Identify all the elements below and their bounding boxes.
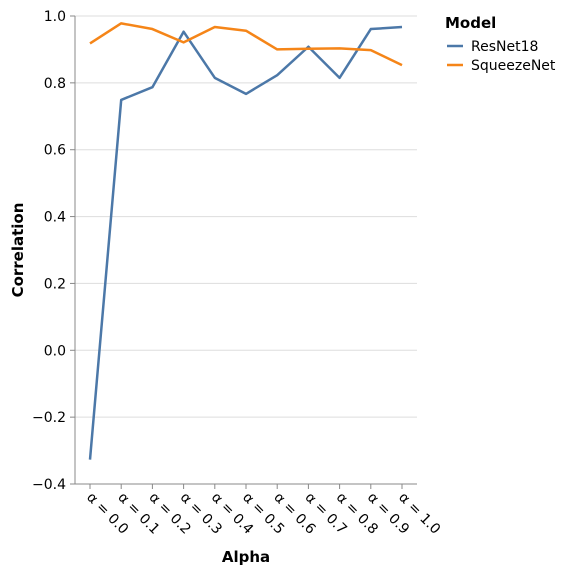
y-tick-label: −0.4 — [32, 477, 66, 493]
y-tick-label: 0.8 — [44, 76, 66, 92]
series-line-resnet18 — [88, 25, 403, 460]
legend-label: SqueezeNet — [471, 58, 556, 74]
legend-items: ResNet18 SqueezeNet — [447, 39, 556, 74]
y-tick-label: −0.2 — [32, 410, 66, 426]
legend-label: ResNet18 — [471, 39, 538, 55]
series-lines — [88, 22, 403, 460]
x-axis-title: Alpha — [222, 548, 270, 566]
series-line-squeezenet — [89, 22, 403, 67]
y-tick-label: 0.2 — [44, 276, 66, 292]
y-tick-label: 1.0 — [44, 9, 66, 25]
y-tick-label: 0.6 — [44, 143, 66, 159]
y-tick-label: 0.0 — [44, 343, 66, 359]
legend: Model ResNet18 SqueezeNet — [445, 14, 556, 74]
gridlines — [75, 15, 417, 485]
legend-title: Model — [445, 14, 496, 32]
y-tick-label: 0.4 — [44, 210, 66, 226]
y-axis-title: Correlation — [9, 203, 27, 298]
